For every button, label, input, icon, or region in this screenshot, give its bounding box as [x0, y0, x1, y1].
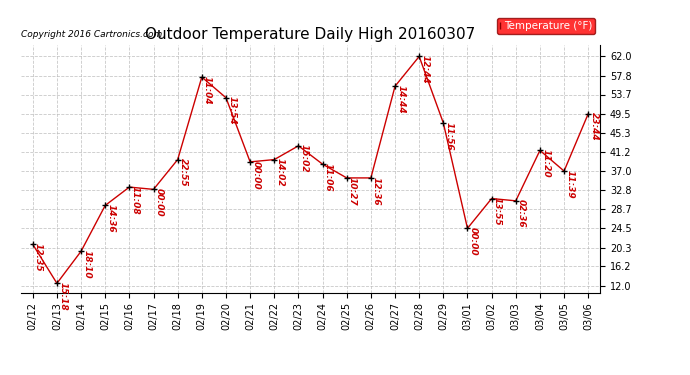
Text: 11:56: 11:56 — [444, 122, 453, 150]
Text: 13:54: 13:54 — [227, 96, 236, 125]
Text: 11:08: 11:08 — [130, 186, 139, 214]
Text: 12:35: 12:35 — [34, 243, 43, 272]
Legend: Temperature (°F): Temperature (°F) — [497, 18, 595, 34]
Text: 12:36: 12:36 — [372, 177, 381, 205]
Text: 11:39: 11:39 — [565, 170, 574, 198]
Text: 15:18: 15:18 — [58, 282, 67, 310]
Text: 23:44: 23:44 — [589, 112, 598, 141]
Text: 13:55: 13:55 — [493, 197, 502, 226]
Text: 11:20: 11:20 — [541, 149, 550, 178]
Text: 00:00: 00:00 — [251, 160, 260, 189]
Text: Copyright 2016 Cartronics.com: Copyright 2016 Cartronics.com — [21, 30, 162, 39]
Text: 00:00: 00:00 — [469, 227, 477, 256]
Text: 18:10: 18:10 — [82, 250, 91, 279]
Text: 00:00: 00:00 — [155, 188, 164, 217]
Text: 10:27: 10:27 — [348, 177, 357, 205]
Text: 12:44: 12:44 — [420, 55, 429, 84]
Text: 02:36: 02:36 — [517, 200, 526, 228]
Text: 14:02: 14:02 — [275, 158, 284, 187]
Text: 22:55: 22:55 — [179, 158, 188, 187]
Text: 11:04: 11:04 — [203, 76, 212, 104]
Text: 15:02: 15:02 — [299, 144, 308, 173]
Text: 14:44: 14:44 — [396, 85, 405, 114]
Text: 11:06: 11:06 — [324, 163, 333, 191]
Text: 14:36: 14:36 — [106, 204, 115, 232]
Title: Outdoor Temperature Daily High 20160307: Outdoor Temperature Daily High 20160307 — [146, 27, 475, 42]
